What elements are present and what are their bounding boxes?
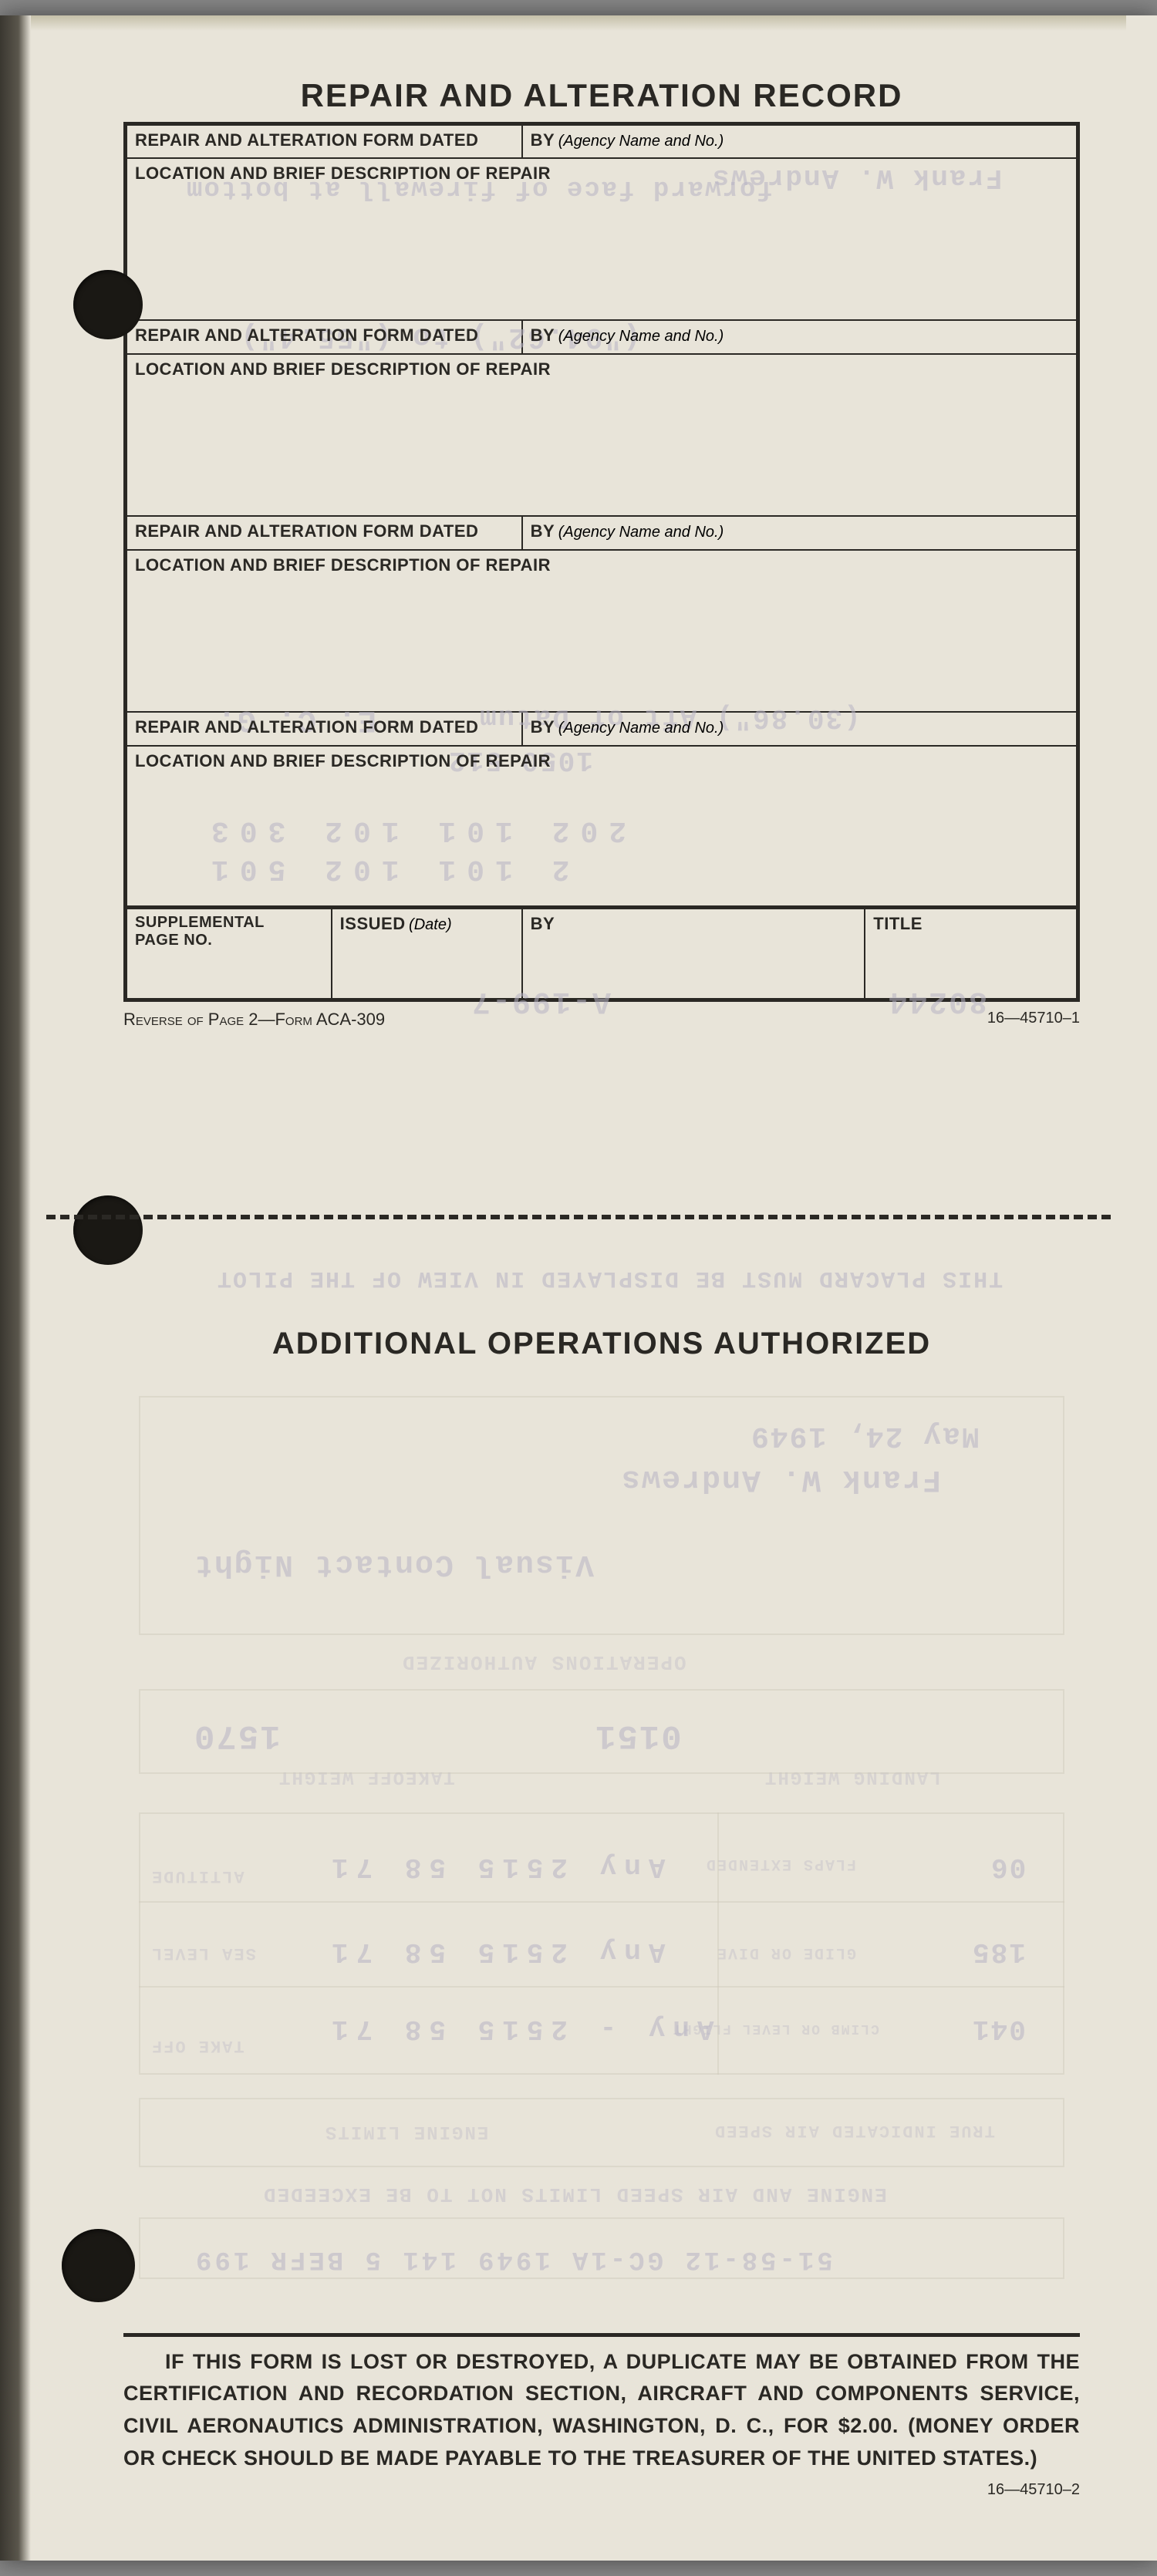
cell-sublabel: (Date)	[409, 916, 452, 933]
cell-sublabel: (Agency Name and No.)	[558, 524, 724, 541]
table-row: LOCATION AND BRIEF DESCRIPTION OF REPAIR	[126, 746, 1078, 908]
section-title: ADDITIONAL OPERATIONS AUTHORIZED	[123, 1327, 1080, 1361]
bleed-box	[139, 1812, 1064, 2075]
bleed-text: SEA LEVEL	[150, 1944, 256, 1963]
bleed-text: 51-58-12 GC-1A 1949 141 5 BEFR 199	[193, 2244, 833, 2274]
punch-hole	[73, 1195, 143, 1265]
bleed-text: 0151	[594, 1716, 682, 1755]
bleed-text: Visual Contact Night	[193, 1546, 594, 1581]
table-row: LOCATION AND BRIEF DESCRIPTION OF REPAIR	[126, 354, 1078, 516]
cell-label: BY	[531, 325, 555, 345]
bleed-text: 041	[971, 2013, 1026, 2045]
bleed-text: Any 2515 58 71	[324, 1851, 665, 1883]
bleed-text: Any 2515 58 71	[324, 1936, 665, 1967]
bottom-notice: IF THIS FORM IS LOST OR DESTROYED, A DUP…	[123, 2333, 1080, 2499]
cell-label: TITLE	[873, 914, 923, 933]
bleed-box	[139, 2217, 1064, 2279]
table-row: LOCATION AND BRIEF DESCRIPTION OF REPAIR	[126, 550, 1078, 712]
table-row: REPAIR AND ALTERATION FORM DATED BY (Age…	[126, 320, 1078, 354]
cell-sublabel: (Agency Name and No.)	[558, 720, 724, 737]
table-row: REPAIR AND ALTERATION FORM DATED BY (Age…	[126, 712, 1078, 746]
bleed-text: FLAPS EXTENDED	[705, 1855, 856, 1873]
form-footer: Reverse of Page 2—Form ACA-309 16—45710–…	[123, 1010, 1080, 1030]
additional-ops-section: ADDITIONAL OPERATIONS AUTHORIZED	[123, 1327, 1080, 1361]
paper-edge	[31, 15, 1126, 31]
bleed-box	[139, 2098, 1064, 2167]
document-page: forward face of firewall at bottom Frank…	[0, 15, 1157, 2561]
notice-text: IF THIS FORM IS LOST OR DESTROYED, A DUP…	[123, 2346, 1080, 2475]
bleed-box	[717, 1812, 719, 2075]
cell-label: LOCATION AND BRIEF DESCRIPTION OF REPAIR	[135, 555, 551, 575]
bleed-text: TRUE INDICATED AIR SPEED	[713, 2121, 995, 2140]
table-row: LOCATION AND BRIEF DESCRIPTION OF REPAIR	[126, 158, 1078, 320]
bleed-box	[139, 1689, 1064, 1774]
bleed-text: TAKE OFF	[150, 2036, 245, 2055]
footer-left: Reverse of Page 2—Form ACA-309	[123, 1010, 385, 1030]
cell-sublabel: (Agency Name and No.)	[558, 133, 724, 150]
punch-hole	[62, 2229, 135, 2302]
cell-label: REPAIR AND ALTERATION FORM DATED	[135, 130, 478, 150]
bleed-box	[139, 1396, 1064, 1635]
footer-right: 16—45710–1	[987, 1010, 1080, 1030]
cell-label: BY	[531, 521, 555, 541]
table-row-supplemental: SUPPLEMENTAL PAGE NO. ISSUED (Date) BY T…	[126, 908, 1078, 1000]
cell-label: REPAIR AND ALTERATION FORM DATED	[135, 521, 478, 541]
bleed-text: GLIDE OR DIVE	[716, 1944, 856, 1961]
bleed-text: ENGINE AND AIR SPEED LIMITS NOT TO BE EX…	[262, 2183, 887, 2206]
bleed-text: 185	[971, 1936, 1026, 1967]
cell-label: REPAIR AND ALTERATION FORM DATED	[135, 717, 478, 737]
bleed-text: CLIMB OR LEVEL FLIGHT	[672, 2021, 879, 2036]
cell-label: LOCATION AND BRIEF DESCRIPTION OF REPAIR	[135, 164, 551, 183]
table-row: REPAIR AND ALTERATION FORM DATED BY (Age…	[126, 124, 1078, 158]
bleed-text: Frank W. Andrews	[620, 1462, 941, 1496]
cell-label: SUPPLEMENTAL PAGE NO.	[135, 914, 265, 949]
cell-label: LOCATION AND BRIEF DESCRIPTION OF REPAIR	[135, 751, 551, 770]
cell-label: REPAIR AND ALTERATION FORM DATED	[135, 325, 478, 345]
repair-alteration-table: REPAIR AND ALTERATION FORM DATED BY (Age…	[123, 122, 1080, 1002]
cell-label: BY	[531, 914, 555, 933]
bleed-text: ALTITUDE	[150, 1866, 245, 1886]
table-row: REPAIR AND ALTERATION FORM DATED BY (Age…	[126, 516, 1078, 550]
perforation-line	[46, 1215, 1111, 1219]
bleed-box	[139, 1901, 1064, 1903]
bleed-text: THIS PLACARD MUST BE DISPLAYED IN VIEW O…	[216, 1265, 1003, 1291]
cell-label: ISSUED	[340, 914, 406, 933]
bleed-text: TAKEOFF WEIGHT	[278, 1766, 455, 1787]
bleed-box	[139, 1986, 1064, 1988]
bleed-text: ENGINE LIMITS	[324, 2121, 488, 2142]
form-title: REPAIR AND ALTERATION RECORD	[123, 77, 1080, 114]
cell-label: LOCATION AND BRIEF DESCRIPTION OF REPAIR	[135, 359, 551, 379]
form-code: 16—45710–2	[123, 2481, 1080, 2499]
bleed-text: Any - 2515 58 71	[324, 2013, 714, 2045]
cell-label: BY	[531, 717, 555, 737]
bleed-text: OPERATIONS AUTHORIZED	[401, 1650, 686, 1674]
bleed-text: 06	[990, 1851, 1026, 1883]
bleed-text: LANDING WEIGHT	[764, 1766, 941, 1787]
bleed-text: May 24, 1949	[750, 1419, 980, 1452]
bleed-text: 1570	[193, 1716, 281, 1755]
cell-label: BY	[531, 130, 555, 150]
divider	[123, 2333, 1080, 2337]
cell-sublabel: (Agency Name and No.)	[558, 328, 724, 345]
